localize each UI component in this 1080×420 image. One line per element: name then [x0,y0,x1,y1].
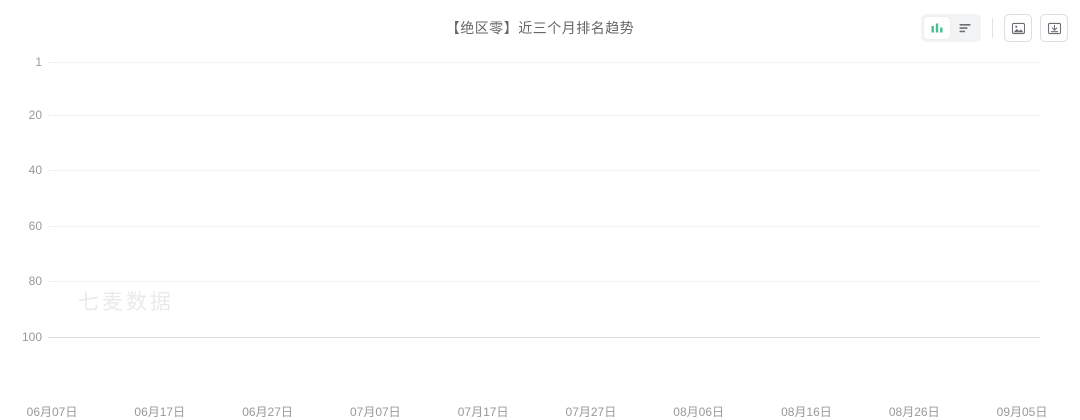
list-view-icon-glyph [959,24,971,33]
y-axis-tick-label: 100 [21,330,42,344]
series-line-game-bestseller [48,62,1040,337]
y-axis-tick-label: 20 [28,107,42,122]
chart-toolbar [921,14,1068,42]
x-axis-tick-label: 08月06日 [673,405,725,419]
x-axis-tick-label: 08月26日 [888,405,940,419]
x-axis-tick-label: 09月05日 [996,405,1048,419]
grid-line [48,337,1040,338]
view-toggle-group [921,14,981,42]
y-axis-tick-label: 60 [28,218,42,233]
bar-chart-icon-glyph [931,23,943,33]
watermark: 七麦数据 [78,291,174,314]
x-axis-tick-label: 08月16日 [781,405,832,419]
image-icon[interactable] [1004,14,1032,42]
x-axis-tick-label: 06月17日 [134,405,186,419]
grid-line [48,62,1040,64]
grid-line [48,281,1040,283]
bar-chart-icon[interactable] [924,17,950,39]
grid-line [48,170,1040,172]
page-title: 【绝区零】近三个月排名趋势 [445,20,635,36]
download-icon-glyph [1047,22,1061,34]
x-axis-tick-label: 07月27日 [565,405,617,419]
list-view-icon[interactable] [952,17,978,39]
x-axis-tick-label: 07月07日 [349,405,401,419]
download-icon[interactable] [1040,14,1068,42]
x-axis-tick-label: 07月17日 [457,405,509,419]
toolbar-divider [992,18,993,38]
x-axis-tick-label: 06月07日 [26,405,78,419]
chart-plot-area: 1 20 40 60 80 100 06月07日 06月17日 06月27日 07月07日 07月… [22,55,1047,419]
x-axis-tick-label: 06月27日 [242,405,293,419]
grid-line [48,114,1040,117]
y-axis-tick-label: 80 [28,274,42,289]
y-axis-tick-label: 40 [28,163,42,178]
grid-line [48,225,1040,228]
image-icon-glyph [1011,22,1025,34]
rank-trend-chart-card: 【绝区零】近三个月排名趋势 [21,14,1068,419]
y-axis-tick-label: 1 [35,55,42,69]
